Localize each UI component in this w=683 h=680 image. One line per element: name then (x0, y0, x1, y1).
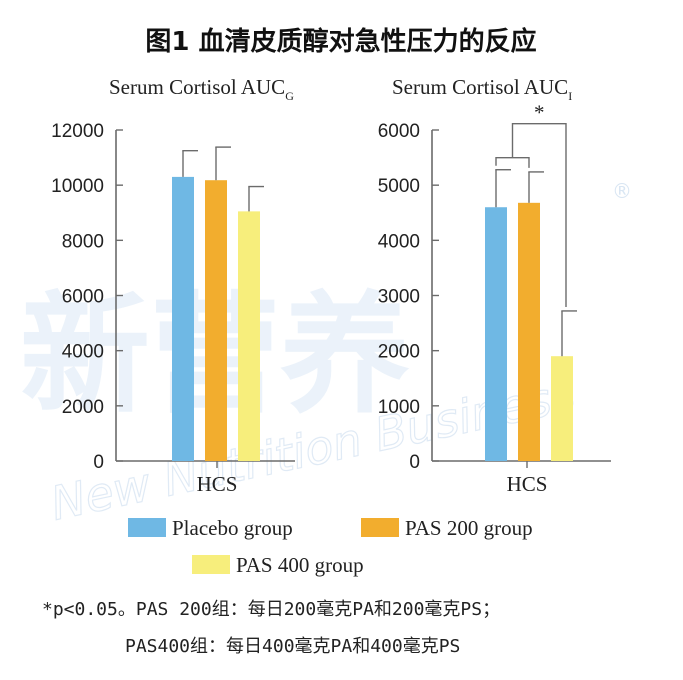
y-tick-label: 5000 (378, 176, 420, 197)
y-tick-label: 1000 (378, 397, 420, 418)
bar-pas200 (205, 180, 227, 461)
y-tick-label: 8000 (62, 231, 104, 252)
legend-swatch-placebo (128, 518, 166, 537)
significance-bracket (495, 123, 567, 307)
figure-title: 图1 血清皮质醇对急性压力的反应 (145, 26, 536, 57)
y-tick-label: 0 (93, 452, 104, 473)
bar-placebo (172, 176, 194, 461)
y-tick-label: 10000 (51, 176, 104, 197)
bar-pas200 (518, 202, 540, 461)
bar-pas400 (551, 356, 573, 461)
chart-title-left: Serum Cortisol AUCG (109, 75, 294, 103)
legend-label-pas200: PAS 200 group (405, 516, 533, 540)
bar-pas400 (238, 211, 260, 461)
y-tick-label: 3000 (378, 287, 420, 308)
y-tick-label: 6000 (378, 121, 420, 142)
chart-panel-left: Serum Cortisol AUCG 0 2000 4000 6000 8000 100… (51, 75, 295, 496)
legend-label-pas400: PAS 400 group (236, 553, 364, 577)
footnote-line-1: *p<0.05。PAS 200组：每日200毫克PA和200毫克PS； (42, 599, 500, 620)
y-tick-label: 2000 (62, 397, 104, 418)
legend-swatch-pas200 (361, 518, 399, 537)
y-tick-label: 12000 (51, 121, 104, 142)
y-tick-label: 0 (409, 452, 420, 473)
x-tick-label: HCS (507, 472, 548, 496)
legend-swatch-pas400 (192, 555, 230, 574)
bar-placebo (485, 207, 507, 461)
watermark-mark: ® (612, 179, 632, 203)
y-tick-label: 2000 (378, 342, 420, 363)
chart-panel-right: Serum Cortisol AUCI 0 1000 2000 3000 4000 500… (378, 75, 611, 496)
legend: Placebo group PAS 200 group PAS 400 grou… (128, 516, 533, 577)
footnote-line-2: PAS400组：每日400毫克PA和400毫克PS (125, 636, 460, 657)
y-tick-label: 4000 (62, 342, 104, 363)
chart-title-right: Serum Cortisol AUCI (392, 75, 572, 103)
significance-star: * (534, 101, 545, 125)
y-tick-label: 4000 (378, 231, 420, 252)
y-tick-label: 6000 (62, 287, 104, 308)
legend-label-placebo: Placebo group (172, 516, 293, 540)
x-tick-label: HCS (197, 472, 238, 496)
